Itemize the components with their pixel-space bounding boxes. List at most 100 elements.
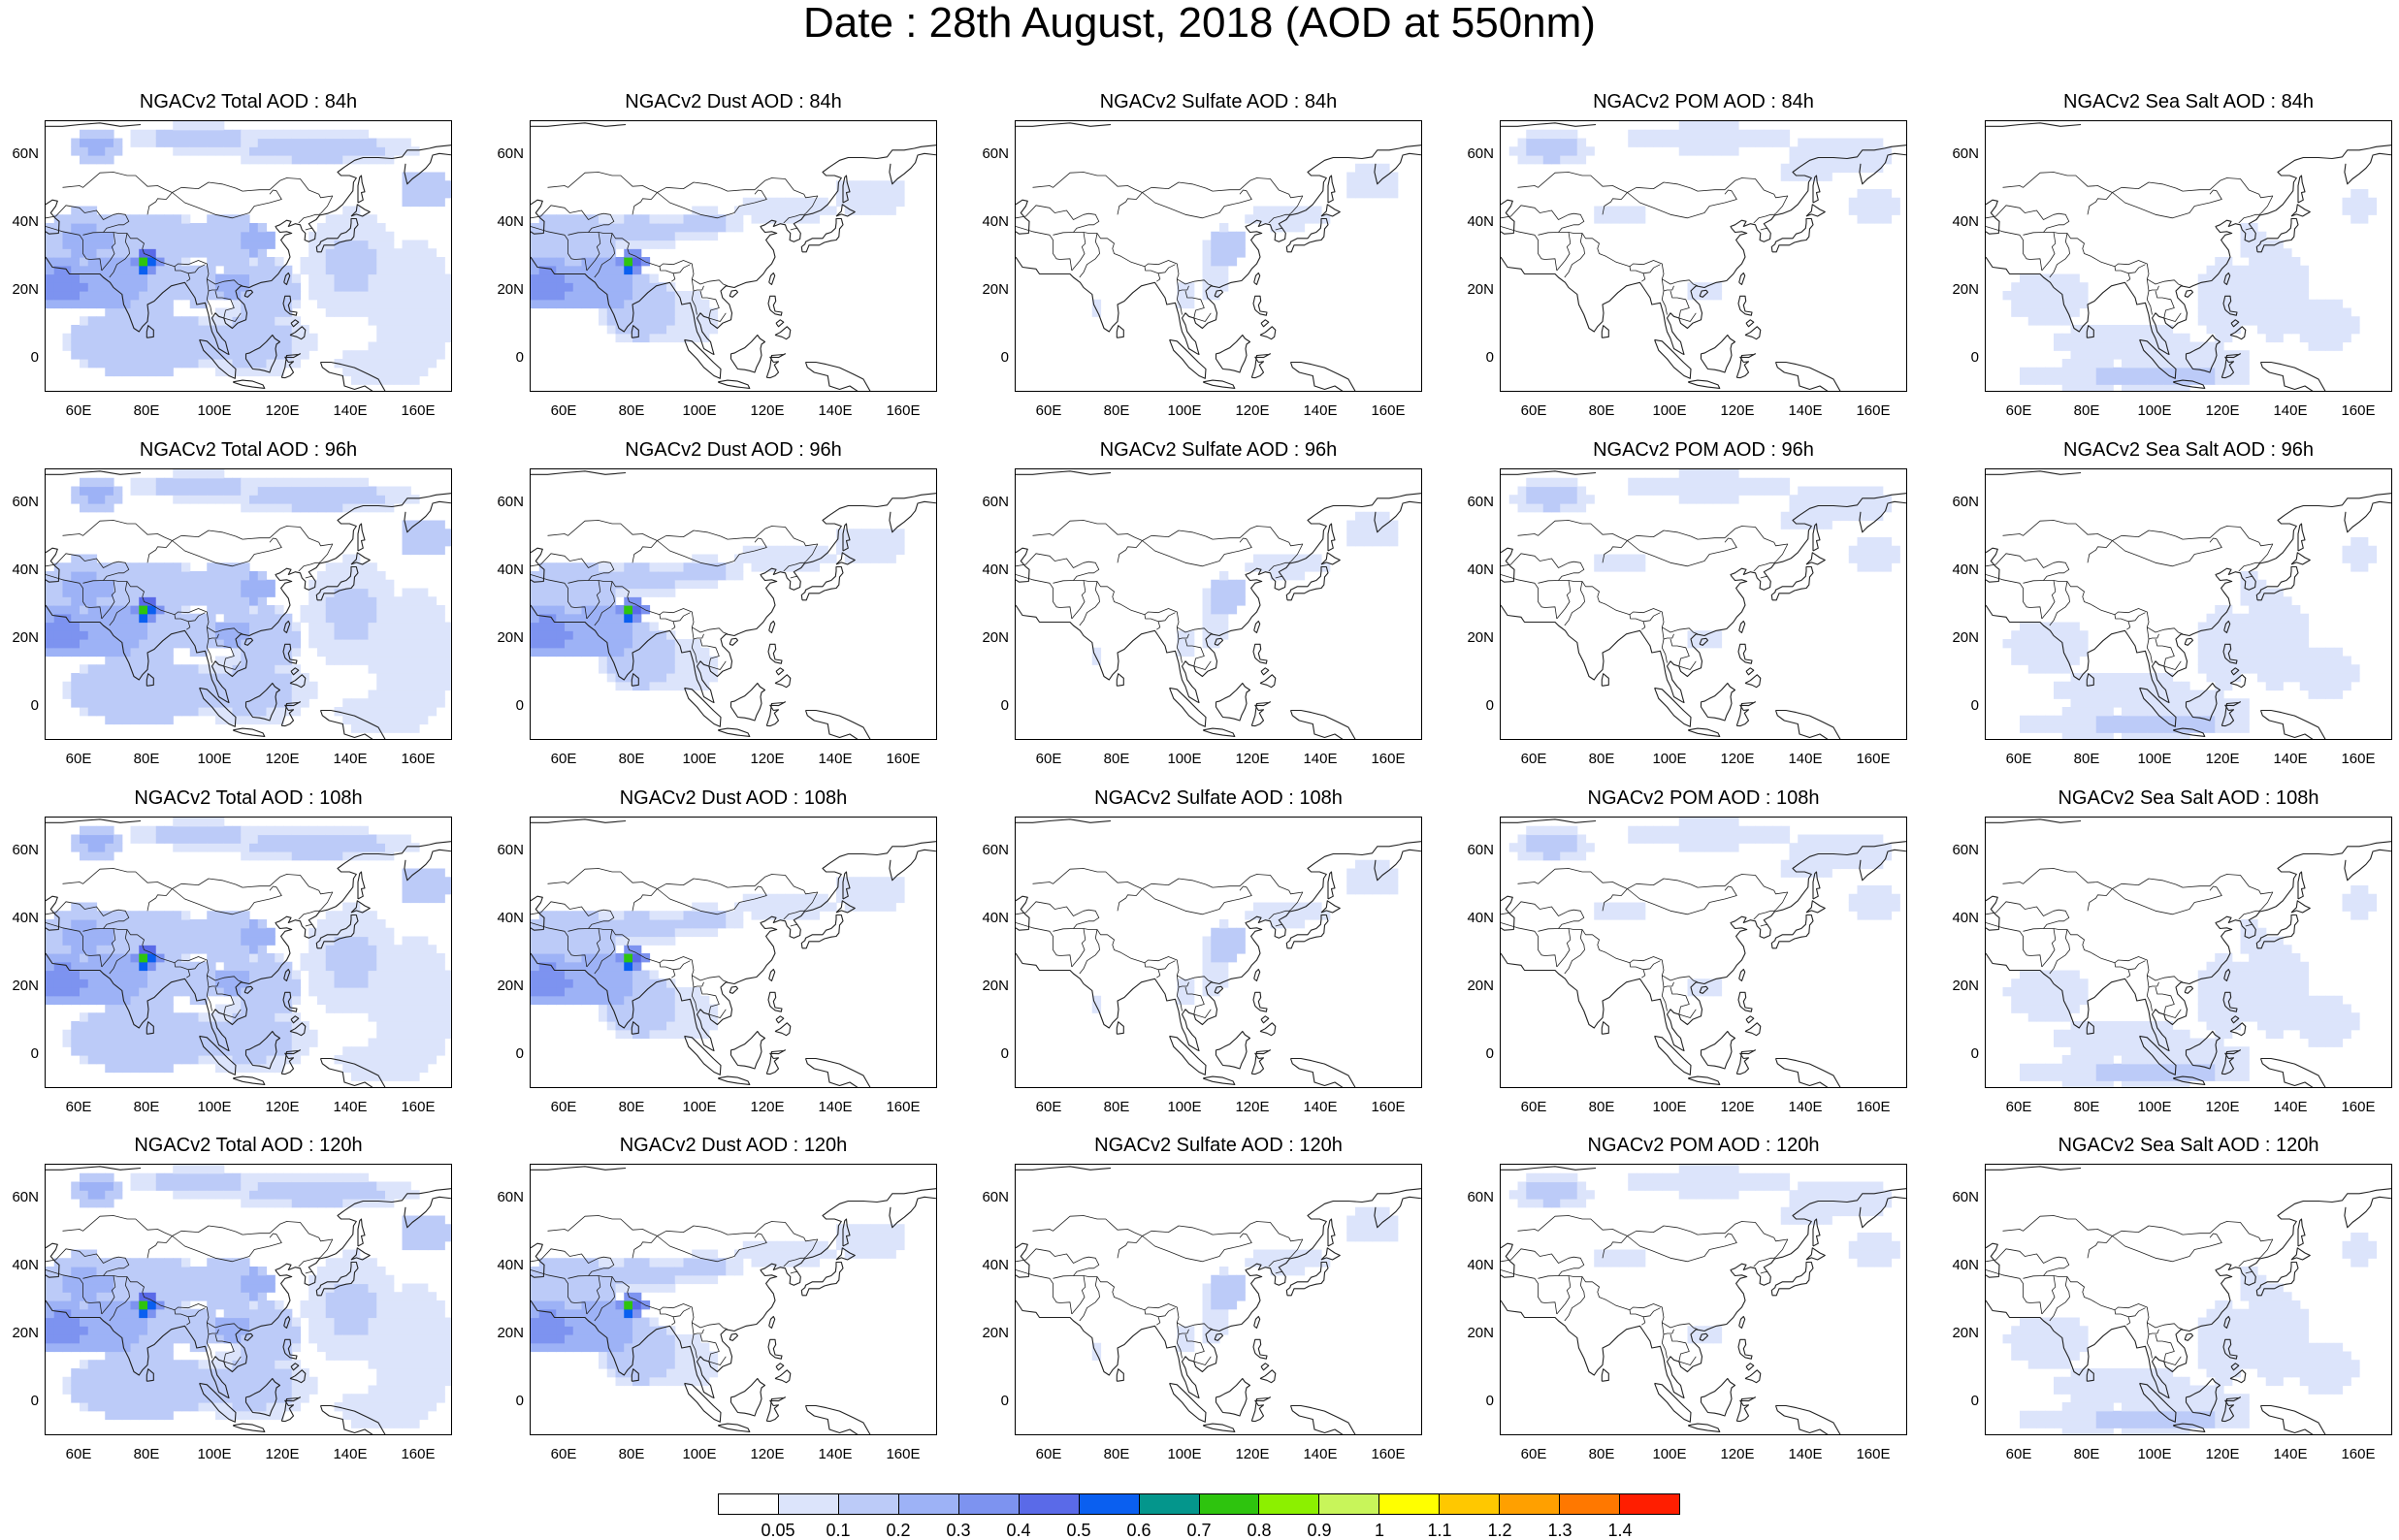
map-panel-total-120h (45, 1164, 452, 1435)
country-borders (1501, 520, 1789, 670)
coastlines (1501, 122, 1906, 391)
lon-tick-label: 100E (197, 1099, 232, 1115)
lon-tick-label: 100E (1652, 1099, 1687, 1115)
lat-tick-label: 0 (1970, 349, 1979, 366)
lon-tick-label: 80E (1588, 751, 1615, 767)
country-borders (1016, 520, 1304, 670)
lon-tick-label: 100E (682, 402, 717, 419)
lat-tick-label: 0 (1000, 697, 1009, 714)
panel-title: NGACv2 POM AOD : 84h (1593, 91, 1814, 112)
aod-shading (531, 180, 905, 343)
aod-shading (531, 877, 905, 1040)
lon-tick-label: 120E (1235, 1446, 1270, 1462)
coastlines (1986, 122, 2391, 391)
colorbar-label: 0.6 (1126, 1521, 1151, 1540)
lon-tick-label: 140E (818, 402, 853, 419)
lat-tick-label: 0 (30, 1393, 39, 1409)
lon-tick-label: 80E (2073, 1446, 2100, 1462)
lat-tick-label: 0 (515, 697, 524, 714)
lat-tick-label: 0 (1485, 1393, 1494, 1409)
lat-tick-label: 40N (12, 910, 39, 926)
aod-shading (2002, 537, 2378, 739)
colorbar-swatch (1079, 1494, 1140, 1514)
lon-tick-label: 140E (2273, 402, 2308, 419)
country-borders (46, 172, 334, 322)
colorbar-label: 1 (1374, 1521, 1384, 1540)
colorbar-label: 1.3 (1547, 1521, 1572, 1540)
lat-tick-label: 60N (12, 494, 39, 510)
aod-map (1016, 122, 1421, 391)
lon-tick-label: 80E (1103, 1099, 1130, 1115)
lon-tick-label: 60E (1035, 1446, 1062, 1462)
lat-tick-label: 60N (1952, 842, 1979, 858)
coastlines (1986, 818, 2391, 1087)
lon-tick-label: 100E (682, 1446, 717, 1462)
lon-tick-label: 60E (2005, 402, 2032, 419)
map-panel-sulfate-120h (1015, 1164, 1422, 1435)
lon-tick-label: 80E (2073, 751, 2100, 767)
lat-tick-label: 60N (1467, 1189, 1494, 1205)
colorbar-swatch (778, 1494, 839, 1514)
lat-tick-label: 0 (1000, 349, 1009, 366)
aod-map (1501, 121, 1906, 391)
coastlines (531, 470, 936, 739)
aod-shading (1091, 1206, 1399, 1361)
map-panel-dust-96h (530, 468, 937, 740)
lon-tick-label: 80E (2073, 402, 2100, 419)
aod-map (1501, 469, 1906, 739)
map-panel-dust-108h (530, 817, 937, 1088)
coastlines (1016, 470, 1421, 739)
lat-tick-label: 40N (1467, 1257, 1494, 1273)
aod-shading (46, 469, 451, 733)
country-borders (1016, 868, 1304, 1018)
lon-tick-label: 100E (682, 1099, 717, 1115)
aod-map (1986, 818, 2391, 1087)
map-panel-seasalt-108h (1985, 817, 2392, 1088)
lon-tick-label: 140E (1303, 402, 1338, 419)
lat-tick-label: 20N (497, 1325, 524, 1341)
map-panel-seasalt-120h (1985, 1164, 2392, 1435)
lat-tick-label: 60N (1467, 494, 1494, 510)
lon-tick-label: 120E (2205, 402, 2240, 419)
lon-tick-label: 160E (2341, 1446, 2376, 1462)
lat-tick-label: 0 (1485, 349, 1494, 366)
lat-tick-label: 20N (497, 281, 524, 298)
lon-tick-label: 140E (333, 751, 368, 767)
lon-tick-label: 160E (2341, 402, 2376, 419)
coastlines (531, 1166, 936, 1434)
coastlines (1986, 1166, 2391, 1434)
lat-tick-label: 60N (982, 145, 1009, 162)
lon-tick-label: 140E (2273, 1099, 2308, 1115)
lon-tick-label: 100E (2137, 402, 2172, 419)
lon-tick-label: 60E (550, 751, 577, 767)
country-borders (1501, 172, 1789, 322)
lat-tick-label: 60N (1952, 1189, 1979, 1205)
aod-map (1016, 1166, 1421, 1434)
lat-tick-label: 20N (1467, 978, 1494, 994)
lon-tick-label: 80E (133, 1099, 160, 1115)
country-borders (46, 1215, 334, 1365)
lat-tick-label: 0 (1485, 1045, 1494, 1062)
colorbar-swatch (1259, 1494, 1320, 1514)
map-panel-pom-96h (1500, 468, 1907, 740)
lon-tick-label: 100E (1167, 1446, 1202, 1462)
lon-tick-label: 100E (1652, 1446, 1687, 1462)
lat-tick-label: 20N (1952, 281, 1979, 298)
lon-tick-label: 160E (1856, 402, 1891, 419)
lon-tick-label: 140E (818, 1099, 853, 1115)
colorbar-label: 1.2 (1487, 1521, 1512, 1540)
lon-tick-label: 80E (2073, 1099, 2100, 1115)
lon-tick-label: 140E (1788, 751, 1823, 767)
lat-tick-label: 40N (12, 1257, 39, 1273)
lat-tick-label: 0 (515, 1393, 524, 1409)
lon-tick-label: 140E (1303, 1099, 1338, 1115)
colorbar-swatch (1440, 1494, 1501, 1514)
panel-title: NGACv2 Sulfate AOD : 120h (1094, 1135, 1343, 1156)
lon-tick-label: 160E (1371, 1099, 1406, 1115)
lat-tick-label: 40N (497, 213, 524, 230)
aod-map (1986, 1166, 2391, 1434)
panel-title: NGACv2 POM AOD : 96h (1593, 439, 1814, 461)
lat-tick-label: 0 (1970, 1393, 1979, 1409)
colorbar-label: 0.2 (886, 1521, 911, 1540)
aod-shading (2002, 885, 2378, 1087)
